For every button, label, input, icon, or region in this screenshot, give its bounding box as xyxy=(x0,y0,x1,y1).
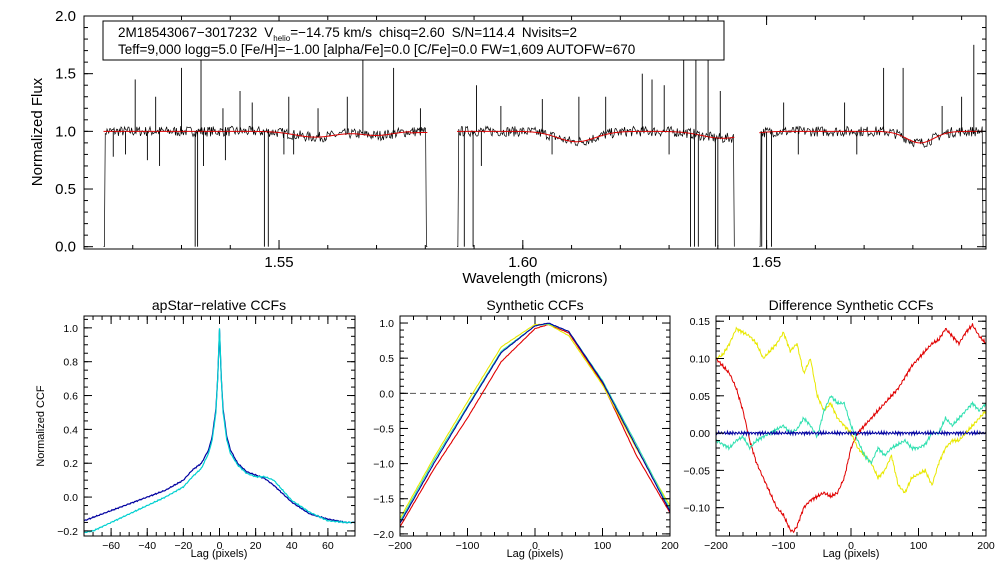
y-tick-label: 1.0 xyxy=(63,323,78,335)
x-tick-label: 1.65 xyxy=(752,254,781,271)
x-tick-label: −60 xyxy=(102,540,120,552)
spectrum-frame xyxy=(83,15,987,250)
series-line-blue xyxy=(715,429,987,437)
apstar-ccf-ticks: −60 −40 −20 0 20 40 60 −0.2 0.0 0.2 0.4 0.6 0.8 1.0 xyxy=(57,316,356,552)
spectrum-annotation-box: 2M18543067−3017232 Vhelio=−14.75 km/s chis… xyxy=(102,20,725,61)
apstar-ccf-ylabel: Normalized CCF xyxy=(35,385,47,467)
spectrum-ylabel: Normalized Flux xyxy=(29,77,46,186)
annotation-chisq: chisq=2.60 xyxy=(379,25,445,40)
model-spectrum-line xyxy=(103,130,984,144)
y-tick-label: −0.5 xyxy=(373,423,394,435)
y-tick-label: 0.8 xyxy=(63,357,78,369)
series-line-blue xyxy=(399,322,671,524)
y-tick-label: −1.0 xyxy=(373,459,394,471)
annotation-star: 2M18543067−3017232 xyxy=(118,25,257,40)
x-tick-label: 100 xyxy=(910,540,928,552)
y-tick-label: 0.5 xyxy=(55,181,76,198)
y-tick-label: 2.0 xyxy=(55,8,76,25)
y-tick-label: 1.5 xyxy=(55,66,76,83)
x-tick-label: 0 xyxy=(217,540,223,552)
spectrum-marks xyxy=(103,16,984,248)
x-tick-label: 200 xyxy=(661,540,679,552)
x-tick-label: 0 xyxy=(532,540,538,552)
apstar-ccf-panel: −60 −40 −20 0 20 40 60 −0.2 0.0 0.2 0.4 0.6 0.8 1.0 a… xyxy=(35,297,356,560)
y-tick-label: 0.15 xyxy=(690,316,711,328)
y-tick-label: 0.4 xyxy=(63,424,78,436)
y-tick-label: 1.0 xyxy=(55,123,76,140)
y-tick-label: 0.2 xyxy=(63,458,78,470)
y-tick-label: −0.10 xyxy=(683,503,710,515)
synthetic-ccf-marks xyxy=(399,322,671,528)
x-tick-label: −40 xyxy=(138,540,156,552)
y-tick-label: 1.0 xyxy=(379,318,394,330)
series-line-red xyxy=(715,323,987,534)
spectrum-plot-area xyxy=(103,16,984,248)
y-tick-label: −1.5 xyxy=(373,494,394,506)
diff-ccf-xlabel: Lag (pixels) xyxy=(823,548,880,560)
series-line-red xyxy=(399,323,671,528)
y-tick-label: 0.05 xyxy=(690,391,711,403)
synthetic-ccf-xlabel: Lag (pixels) xyxy=(507,548,564,560)
y-tick-label: −0.2 xyxy=(57,526,78,538)
x-tick-label: 1.60 xyxy=(508,254,537,271)
apstar-ccf-marks xyxy=(83,328,356,534)
annotation-vhelio-value: =−14.75 km/s xyxy=(290,25,372,40)
synthetic-ccf-panel: −200 −100 0 100 200 −2.0 −1.5 −1.0 −0.5 0.0 0.5 1.0… xyxy=(373,297,679,560)
annotation-frame xyxy=(102,20,725,61)
y-tick-label: −0.05 xyxy=(683,465,710,477)
y-tick-label: 0.0 xyxy=(63,492,78,504)
y-tick-label: 0.0 xyxy=(55,239,76,256)
apstar-ccf-title: apStar−relative CCFs xyxy=(152,297,286,313)
x-tick-label: 20 xyxy=(250,540,262,552)
annotation-line-1: 2M18543067−3017232 Vhelio=−14.75 km/s chis… xyxy=(118,25,577,43)
spectrum-ticks: 1.55 1.60 1.65 0.0 0.5 1.0 1.5 2.0 xyxy=(55,8,986,271)
diff-ccf-title: Difference Synthetic CCFs xyxy=(769,297,934,313)
series-line-visit-2 xyxy=(83,328,356,534)
series-line-cyan xyxy=(715,395,987,465)
y-tick-label: 0.0 xyxy=(379,388,394,400)
y-tick-label: 0.10 xyxy=(690,354,711,366)
annotation-line-2: Teff=9,000 logg=5.0 [Fe/H]=−1.00 [alpha/… xyxy=(118,42,635,57)
series-line-yellow xyxy=(399,323,671,519)
x-tick-label: −200 xyxy=(704,540,728,552)
x-tick-label: 100 xyxy=(594,540,612,552)
x-tick-label: 200 xyxy=(977,540,995,552)
x-tick-label: −100 xyxy=(456,540,480,552)
spectrum-xlabel: Wavelength (microns) xyxy=(462,270,607,287)
x-tick-label: 0 xyxy=(848,540,854,552)
diff-ccf-panel: −200 −100 0 100 200 −0.10 −0.05 0.00 0.05 0.10 0.1… xyxy=(683,297,994,560)
apstar-ccf-xlabel: Lag (pixels) xyxy=(191,548,248,560)
x-tick-label: 1.55 xyxy=(264,254,293,271)
spectrum-panel: 1.55 1.60 1.65 0.0 0.5 1.0 1.5 2.0 Wavelength (… xyxy=(29,8,987,287)
x-tick-label: 60 xyxy=(322,540,334,552)
x-tick-label: −20 xyxy=(174,540,192,552)
diff-ccf-ticks: −200 −100 0 100 200 −0.10 −0.05 0.00 0.05 0.10 0.1… xyxy=(683,316,995,552)
annotation-nvisits: Nvisits=2 xyxy=(522,25,577,40)
annotation-sn: S/N=114.4 xyxy=(452,25,516,40)
x-tick-label: −200 xyxy=(388,540,412,552)
diff-ccf-marks xyxy=(715,323,987,534)
y-tick-label: 0.6 xyxy=(63,391,78,403)
synthetic-ccf-title: Synthetic CCFs xyxy=(486,297,583,313)
y-tick-label: 0.00 xyxy=(690,428,711,440)
x-tick-label: 40 xyxy=(286,540,298,552)
x-tick-label: −100 xyxy=(772,540,796,552)
synthetic-ccf-ticks: −200 −100 0 100 200 −2.0 −1.5 −1.0 −0.5 0.0 0.5 1.0 xyxy=(373,315,679,552)
y-tick-label: −2.0 xyxy=(373,529,394,541)
annotation-vhelio-sub: helio xyxy=(273,34,290,43)
annotation-vhelio-label: V xyxy=(264,25,273,40)
y-tick-label: 0.5 xyxy=(379,353,394,365)
